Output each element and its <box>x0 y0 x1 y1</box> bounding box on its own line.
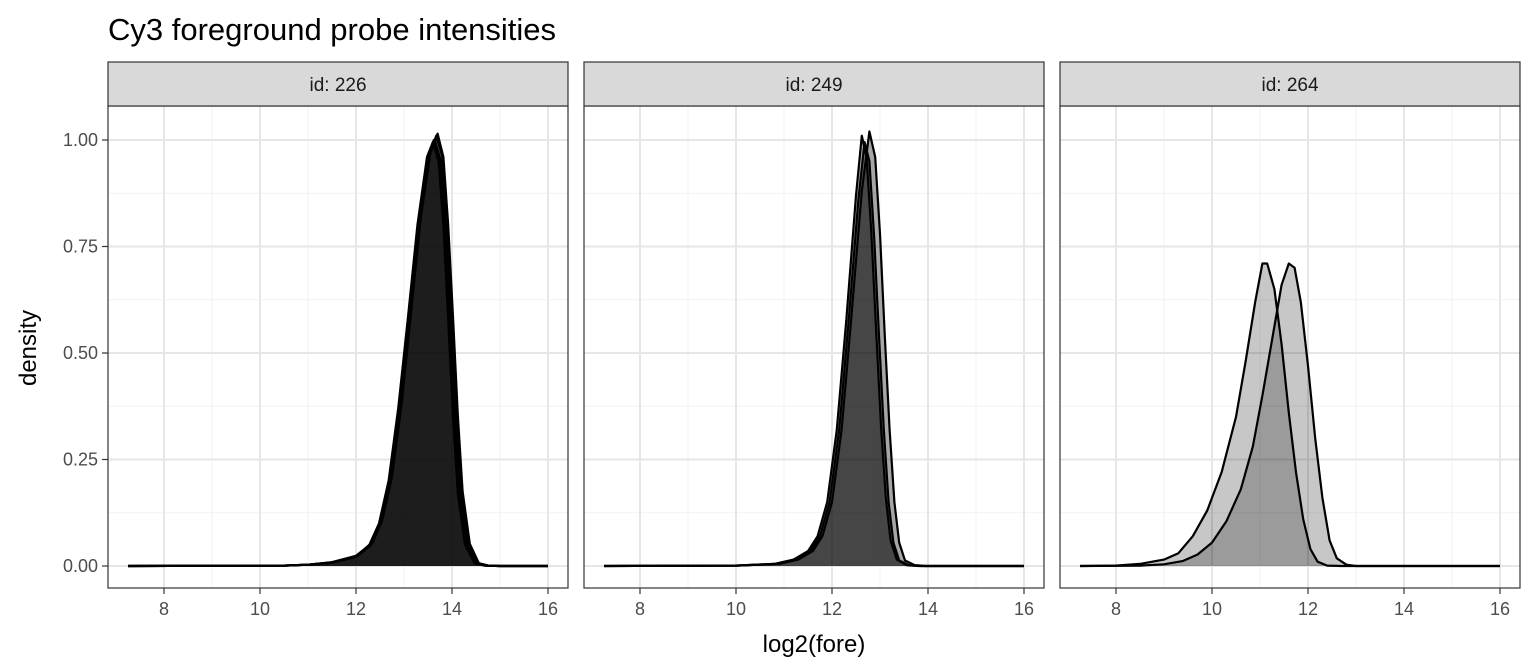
x-tick-label: 12 <box>1298 599 1318 619</box>
strip-label: id: 226 <box>309 75 366 96</box>
density-line-2-3 <box>603 130 1024 568</box>
x-axis-title: log2(fore) <box>763 631 866 658</box>
x-tick-label: 10 <box>250 599 270 619</box>
panel-2: id: 249 <box>583 61 1045 589</box>
y-tick-label: 0.25 <box>63 450 98 470</box>
panels: id: 226 id: 249 id: 264 <box>107 61 1521 589</box>
x-tick-label: 10 <box>1202 599 1222 619</box>
x-tick-label: 16 <box>1014 599 1034 619</box>
panel-3: id: 264 <box>1059 61 1521 589</box>
x-tick-label: 8 <box>635 599 645 619</box>
panel-background <box>1060 106 1520 588</box>
x-tick-label: 14 <box>442 599 462 619</box>
density-area-1-4 <box>128 133 548 566</box>
y-tick-label: 0.00 <box>63 556 98 576</box>
x-tick-label: 12 <box>346 599 366 619</box>
x-tick-label: 8 <box>1111 599 1121 619</box>
y-tick-label: 1.00 <box>63 130 98 150</box>
density-area-3-2 <box>1080 263 1500 566</box>
x-tick-label: 14 <box>1394 599 1414 619</box>
density-area-1-1 <box>128 140 548 566</box>
density-line-3-1 <box>1079 262 1500 568</box>
density-area-1-5 <box>128 142 548 566</box>
y-tick-label: 0.50 <box>63 343 98 363</box>
x-tick-label: 12 <box>822 599 842 619</box>
panel-1: id: 226 <box>107 61 569 589</box>
panel-background <box>108 106 568 588</box>
strip-label: id: 249 <box>785 75 842 96</box>
x-tick-label: 16 <box>1490 599 1510 619</box>
y-axis: 0.00 0.25 0.50 0.75 1.00 <box>63 130 108 576</box>
density-line-2-2 <box>603 141 1024 568</box>
x-tick-label: 16 <box>538 599 558 619</box>
x-tick-label: 10 <box>726 599 746 619</box>
density-area-3-1 <box>1080 263 1500 566</box>
density-line-3-2 <box>1079 262 1500 568</box>
x-tick-label: 8 <box>159 599 169 619</box>
x-tick-label: 14 <box>918 599 938 619</box>
density-line-1-5 <box>127 141 548 568</box>
chart-title: Cy3 foreground probe intensities <box>108 12 556 47</box>
density-area-1-2 <box>128 135 548 566</box>
density-area-1-3 <box>128 140 548 566</box>
x-axes: 8 10 12 14 16 8 10 12 14 16 8 10 12 14 16 <box>159 588 1510 619</box>
panel-background <box>584 106 1044 588</box>
strip-background <box>107 61 569 107</box>
strip-background <box>1059 61 1521 107</box>
strip-background <box>583 61 1045 107</box>
y-axis-title: density <box>15 310 42 386</box>
y-tick-label: 0.75 <box>63 237 98 257</box>
strip-label: id: 264 <box>1261 75 1318 96</box>
